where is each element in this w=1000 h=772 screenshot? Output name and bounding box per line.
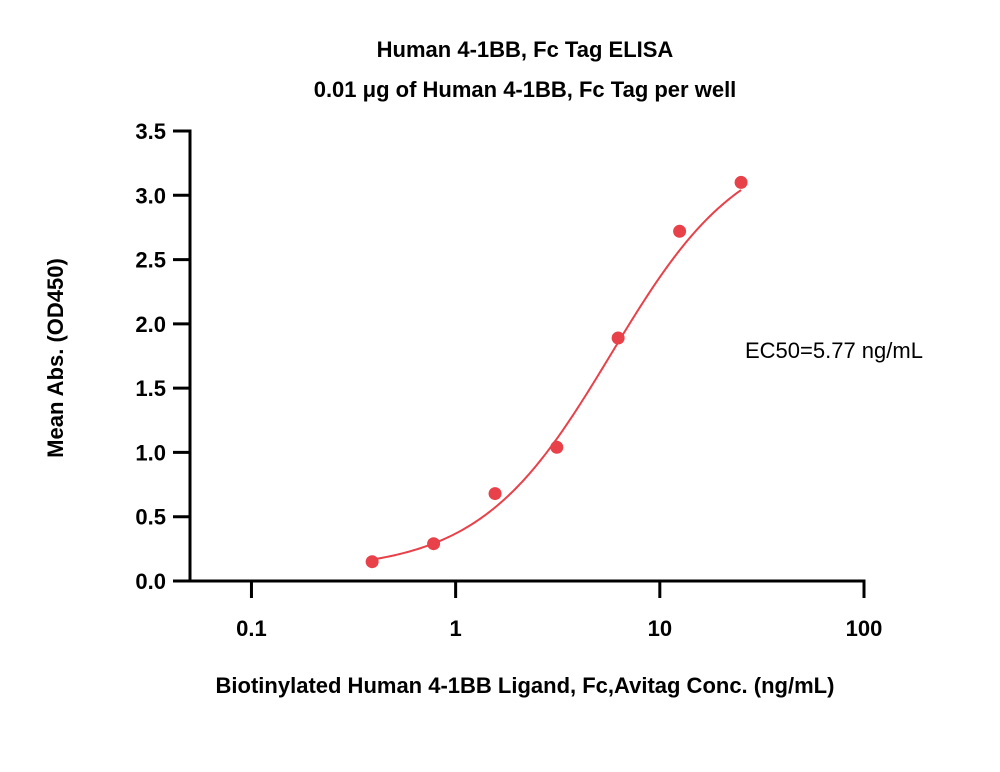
data-point (611, 331, 625, 345)
axes (188, 129, 866, 583)
y-tick-label: 3.0 (135, 183, 166, 208)
chart-title: Human 4-1BB, Fc Tag ELISA (377, 37, 674, 62)
ec50-annotation: EC50=5.77 ng/mL (745, 338, 923, 363)
x-axis-label: Biotinylated Human 4-1BB Ligand, Fc,Avit… (216, 673, 835, 698)
data-point (365, 555, 379, 569)
y-tick-label: 1.0 (135, 440, 166, 465)
x-tick-label: 10 (648, 616, 672, 641)
x-axis-ticks: 0.1 1 10 100 (236, 581, 882, 641)
data-point (673, 224, 687, 238)
x-tick-label: 100 (846, 616, 883, 641)
fit-curve (371, 189, 742, 561)
y-tick-label: 0.5 (135, 505, 166, 530)
data-point (550, 440, 564, 454)
data-points (365, 175, 748, 569)
data-point (488, 487, 502, 501)
x-tick-label: 1 (450, 616, 462, 641)
y-tick-label: 2.5 (135, 248, 166, 273)
chart-subtitle: 0.01 μg of Human 4-1BB, Fc Tag per well (314, 77, 737, 102)
y-axis-ticks: 0.0 0.5 1.0 1.5 2.0 2.5 3.0 3.5 (135, 119, 190, 594)
y-tick-label: 1.5 (135, 376, 166, 401)
y-axis-label: Mean Abs. (OD450) (43, 258, 68, 458)
data-point (734, 175, 748, 189)
y-tick-label: 0.0 (135, 569, 166, 594)
data-point (427, 537, 441, 551)
x-tick-label: 0.1 (236, 616, 267, 641)
y-tick-label: 2.0 (135, 312, 166, 337)
y-tick-label: 3.5 (135, 119, 166, 144)
